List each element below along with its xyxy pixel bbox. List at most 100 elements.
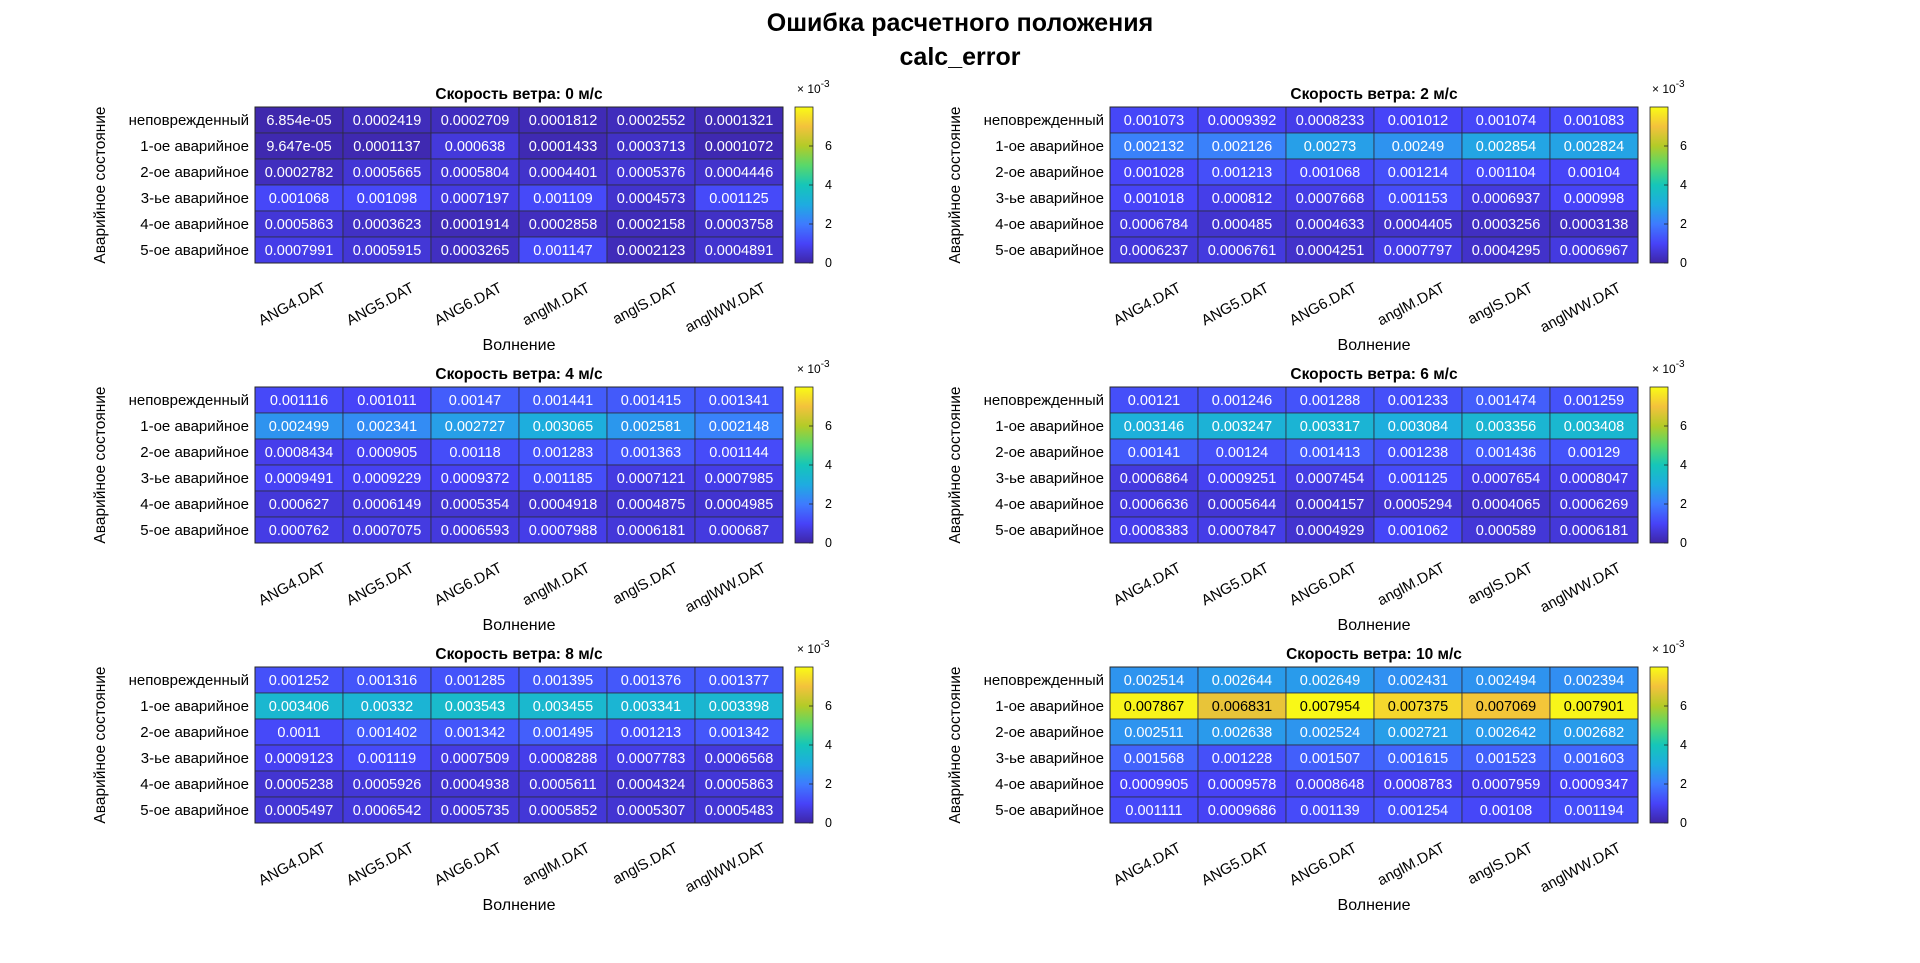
cell-value-label: 0.0004324 bbox=[617, 777, 686, 793]
heatmap-cell bbox=[1373, 718, 1463, 746]
cell-value-label: 0.00121 bbox=[1128, 393, 1180, 409]
y-tick-label: 4-ое аварийное bbox=[995, 496, 1104, 513]
figure-subtitle: calc_error bbox=[899, 43, 1021, 71]
heatmap-cell bbox=[1373, 438, 1463, 466]
cell-value-label: 0.0005307 bbox=[617, 803, 686, 819]
cell-value-label: 0.0007668 bbox=[1296, 191, 1365, 207]
heatmap-cell bbox=[1197, 770, 1287, 798]
heatmap-cell bbox=[342, 132, 432, 160]
cell-value-label: 0.0009491 bbox=[265, 471, 334, 487]
cell-value-label: 0.0009123 bbox=[265, 751, 334, 767]
heatmap-cell bbox=[606, 464, 696, 492]
cell-value-label: 0.000589 bbox=[1476, 523, 1536, 539]
cell-value-label: 0.001568 bbox=[1124, 751, 1184, 767]
panel-title: Скорость ветра: 0 м/с bbox=[435, 86, 603, 103]
colorbar-tick-label: 2 bbox=[825, 777, 832, 791]
y-axis-label: Аварийное состояние bbox=[92, 106, 109, 263]
heatmap-cell bbox=[1461, 796, 1551, 824]
heatmap-cell bbox=[1549, 516, 1639, 544]
cell-value-label: 0.000638 bbox=[445, 139, 505, 155]
heatmap-cell bbox=[1373, 184, 1463, 212]
heatmap-cell bbox=[606, 106, 696, 134]
cell-value-label: 0.0005497 bbox=[265, 803, 334, 819]
x-tick-label: ANG4.DAT bbox=[1111, 840, 1184, 890]
x-tick-label: ANG4.DAT bbox=[1111, 560, 1184, 610]
x-tick-label: anglM.DAT bbox=[520, 280, 593, 330]
cell-value-label: 0.0007454 bbox=[1296, 471, 1365, 487]
heatmap-cell bbox=[430, 386, 520, 414]
cell-value-label: 0.0007988 bbox=[529, 523, 598, 539]
x-tick-label: ANG6.DAT bbox=[1287, 840, 1360, 890]
cell-value-label: 0.001068 bbox=[1300, 165, 1360, 181]
cell-value-label: 0.0006761 bbox=[1208, 243, 1277, 259]
y-axis-label: Аварийное состояние bbox=[92, 386, 109, 543]
y-tick-label: неповрежденный bbox=[984, 112, 1104, 129]
y-tick-label: 3-ье аварийное bbox=[996, 190, 1104, 207]
cell-value-label: 0.0009905 bbox=[1120, 777, 1189, 793]
cell-value-label: 0.003455 bbox=[533, 699, 593, 715]
x-tick-label: anglS.DAT bbox=[1465, 280, 1536, 329]
heatmap-cell bbox=[430, 666, 520, 694]
heatmap-frame bbox=[254, 106, 784, 264]
heatmap-cell bbox=[342, 718, 432, 746]
heatmap-cell bbox=[430, 184, 520, 212]
heatmap-cell bbox=[1109, 184, 1199, 212]
x-tick-label: ANG5.DAT bbox=[344, 280, 417, 330]
colorbar-tick-label: 6 bbox=[825, 139, 832, 153]
cell-value-label: 0.0006237 bbox=[1120, 243, 1189, 259]
cell-value-label: 0.0004446 bbox=[705, 165, 774, 181]
cell-value-label: 0.002499 bbox=[269, 419, 329, 435]
cell-value-label: 0.0002419 bbox=[353, 113, 422, 129]
heatmap-cell bbox=[254, 718, 344, 746]
cell-value-label: 0.001495 bbox=[533, 725, 593, 741]
heatmap-panel: Скорость ветра: 4 м/с 0.001116 0.001011 0.0… bbox=[92, 359, 832, 634]
cell-value-label: 0.0002552 bbox=[617, 113, 686, 129]
x-axis-label: Волнение bbox=[1338, 617, 1411, 634]
y-tick-label: 5-ое аварийное bbox=[140, 522, 249, 539]
cell-value-label: 0.0004891 bbox=[705, 243, 774, 259]
heatmap-cell bbox=[1285, 184, 1375, 212]
y-tick-label: 1-ое аварийное bbox=[140, 698, 249, 715]
cell-value-label: 0.001098 bbox=[357, 191, 417, 207]
x-tick-label: anglM.DAT bbox=[520, 840, 593, 890]
panel-title: Скорость ветра: 8 м/с bbox=[435, 646, 603, 663]
cell-value-label: 0.0003256 bbox=[1472, 217, 1541, 233]
cell-value-label: 9.647e-05 bbox=[266, 139, 331, 155]
cell-value-label: 0.0006542 bbox=[353, 803, 422, 819]
y-tick-label: 2-ое аварийное bbox=[140, 164, 249, 181]
cell-value-label: 0.001413 bbox=[1300, 445, 1360, 461]
cell-value-label: 0.001507 bbox=[1300, 751, 1360, 767]
colorbar-exponent: × 10-3 bbox=[1652, 359, 1685, 376]
cell-value-label: 0.0007991 bbox=[265, 243, 334, 259]
heatmap-cell bbox=[1373, 770, 1463, 798]
cell-value-label: 0.001238 bbox=[1388, 445, 1448, 461]
heatmap-cell bbox=[1549, 796, 1639, 824]
cell-value-label: 0.0003758 bbox=[705, 217, 774, 233]
cell-value-label: 0.002682 bbox=[1564, 725, 1624, 741]
x-tick-label: ANG5.DAT bbox=[1199, 560, 1272, 610]
heatmap-cell bbox=[1197, 516, 1287, 544]
heatmap-cell bbox=[694, 236, 784, 264]
cell-value-label: 0.0009347 bbox=[1560, 777, 1629, 793]
cell-value-label: 0.001147 bbox=[533, 243, 592, 259]
heatmap-cell bbox=[694, 744, 784, 772]
y-tick-label: 1-ое аварийное bbox=[140, 138, 249, 155]
y-tick-label: неповрежденный bbox=[984, 392, 1104, 409]
cell-value-label: 0.0004065 bbox=[1472, 497, 1541, 513]
heatmap-cell bbox=[1197, 158, 1287, 186]
colorbar-tick-label: 2 bbox=[825, 497, 832, 511]
cell-value-label: 0.001012 bbox=[1388, 113, 1448, 129]
heatmap-cell bbox=[606, 158, 696, 186]
heatmap-cell bbox=[694, 386, 784, 414]
cell-value-label: 0.001254 bbox=[1388, 803, 1448, 819]
heatmap-cell bbox=[606, 796, 696, 824]
heatmap-cell bbox=[694, 438, 784, 466]
heatmap-cell bbox=[518, 744, 608, 772]
cell-value-label: 0.0005644 bbox=[1208, 497, 1277, 513]
cell-value-label: 0.002511 bbox=[1124, 725, 1183, 741]
x-tick-label: anglWW.DAT bbox=[682, 560, 768, 617]
cell-value-label: 0.00249 bbox=[1392, 139, 1444, 155]
cell-value-label: 0.001283 bbox=[533, 445, 593, 461]
cell-value-label: 0.001062 bbox=[1388, 523, 1448, 539]
cell-value-label: 0.0002158 bbox=[617, 217, 686, 233]
